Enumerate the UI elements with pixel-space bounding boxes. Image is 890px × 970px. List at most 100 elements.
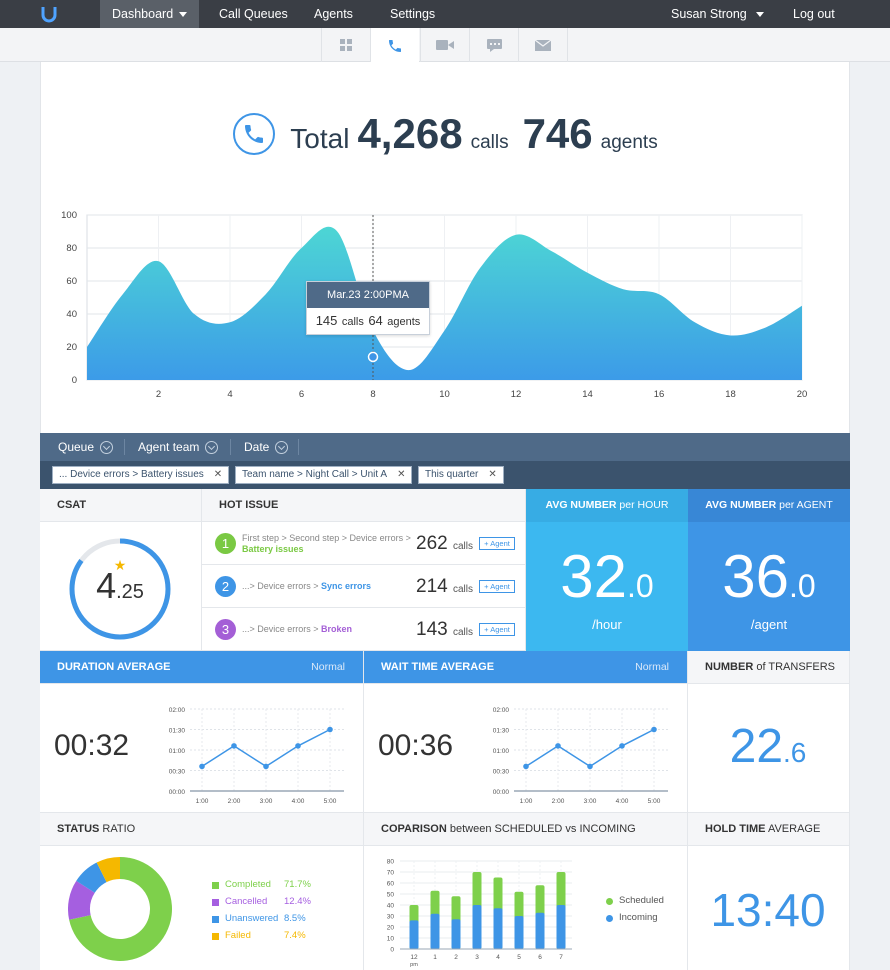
y-tick-label: 10	[387, 936, 395, 943]
status-donut-chart	[68, 857, 172, 961]
duration-status: Normal	[311, 661, 345, 673]
filter-tag[interactable]: This quarter ✕	[418, 466, 504, 484]
filter-agent-team[interactable]: Agent team	[138, 440, 219, 455]
y-tick-label: 70	[387, 870, 395, 877]
y-tick-label: 01:00	[169, 748, 186, 755]
data-point	[523, 763, 529, 770]
calls-area-series	[87, 226, 802, 380]
csat-value: 4.25	[96, 565, 144, 606]
avg-per-hour-unit: /hour	[592, 617, 622, 632]
mail-icon	[535, 39, 551, 51]
line-series	[525, 728, 655, 768]
rank-badge: 2	[215, 576, 236, 597]
hot-issue-row: 3 ...> Device errors > Broken 143 calls + A…	[202, 608, 525, 651]
tab-phone[interactable]	[370, 28, 419, 63]
csat-gauge	[69, 538, 171, 640]
y-tick-label: 30	[387, 914, 395, 921]
total-agents-unit: agents	[600, 132, 658, 153]
chevron-down-icon	[755, 12, 764, 18]
x-tick-label: 3	[475, 954, 479, 961]
data-point	[295, 743, 301, 749]
nav-call-queues[interactable]: Call Queues	[219, 7, 288, 21]
close-icon[interactable]: ✕	[213, 469, 223, 480]
issue-path: ...> Device errors > Sync errors	[242, 581, 372, 591]
tooltip-calls: 145	[315, 313, 338, 328]
chevron-down-icon	[205, 441, 219, 455]
filter-tag[interactable]: Team name > Night Call > Unit A ✕	[235, 466, 413, 484]
transfers-card: NUMBER of TRANSFERS 22.6	[688, 651, 850, 813]
y-tick-label: 40	[66, 309, 77, 320]
add-agent-button[interactable]: + Agent	[479, 580, 515, 593]
filter-agent-team-label: Agent team	[138, 440, 200, 454]
data-point	[263, 763, 269, 770]
user-name: Susan Strong	[671, 7, 747, 21]
total-calls-unit: calls	[470, 132, 509, 153]
nav-dashboard[interactable]: Dashboard	[100, 0, 200, 28]
user-menu[interactable]: Susan Strong	[659, 0, 776, 28]
y-tick-label: 01:30	[493, 728, 510, 735]
donut-slice-unanswered	[76, 862, 107, 893]
y-tick-label: 60	[387, 881, 395, 888]
line-series	[201, 728, 331, 768]
data-point	[587, 763, 593, 770]
hot-issue-card: HOT ISSUE 1 First step > Second step > De…	[202, 489, 526, 651]
add-agent-button[interactable]: + Agent	[479, 537, 515, 550]
total-summary: Total 4,268 calls 746 agents	[0, 110, 890, 158]
issue-count: 143 calls	[416, 619, 473, 640]
x-tick-label: 20	[797, 389, 808, 400]
data-point	[651, 726, 657, 733]
nav-agents[interactable]: Agents	[314, 7, 353, 21]
x-tick-sublabel: pm	[410, 962, 418, 968]
logout-link[interactable]: Log out	[793, 7, 835, 21]
total-agents: 746	[522, 110, 593, 157]
tab-chat[interactable]	[469, 28, 518, 62]
duration-average-title: DURATION AVERAGE Normal	[40, 651, 363, 684]
chevron-down-icon	[179, 12, 188, 18]
filter-tag[interactable]: ... Device errors > Battery issues ✕	[52, 466, 230, 484]
add-agent-button[interactable]: + Agent	[479, 623, 515, 636]
bar-incoming	[472, 905, 482, 949]
y-tick-label: 02:00	[169, 707, 186, 714]
grid-icon	[340, 39, 352, 51]
bar-incoming	[451, 919, 461, 949]
rank-badge: 3	[215, 619, 236, 640]
legend-failed: Failed 7.4%	[212, 930, 332, 947]
y-tick-label: 20	[66, 342, 77, 353]
comparison-title: COPARISON between SCHEDULED vs INCOMING	[364, 813, 687, 846]
logo-icon[interactable]	[40, 5, 58, 23]
csat-title: CSAT	[40, 489, 201, 522]
tab-mail[interactable]	[518, 28, 568, 62]
x-tick-label: 12	[511, 389, 522, 400]
x-tick-label: 6	[299, 389, 304, 400]
avg-per-agent-title: AVG NUMBER per AGENT	[688, 489, 850, 522]
hover-point[interactable]	[367, 351, 379, 363]
bar-incoming	[514, 916, 524, 949]
video-icon	[436, 40, 454, 50]
avg-per-agent-unit: /agent	[750, 617, 788, 632]
filter-date[interactable]: Date	[244, 440, 289, 455]
data-point	[327, 726, 333, 733]
filter-queue[interactable]: Queue	[58, 440, 114, 455]
tab-grid[interactable]	[321, 28, 370, 62]
star-icon: ★	[113, 557, 127, 573]
nav-settings[interactable]: Settings	[390, 7, 436, 21]
y-tick-label: 60	[66, 276, 77, 287]
issue-count: 214 calls	[416, 576, 473, 597]
x-tick-label: 1:00	[520, 798, 533, 805]
bar-incoming	[493, 908, 503, 949]
close-icon[interactable]: ✕	[397, 469, 406, 480]
x-tick-label: 1	[433, 954, 437, 961]
y-tick-label: 02:00	[493, 707, 510, 714]
close-icon[interactable]: ✕	[488, 469, 497, 480]
transfers-value: 22.6	[729, 720, 807, 773]
y-tick-label: 80	[387, 859, 395, 866]
x-tick-label: 4:00	[616, 798, 629, 805]
x-tick-label: 6	[538, 954, 542, 961]
tab-video[interactable]	[420, 28, 469, 62]
hold-time-card: HOLD TIME AVERAGE 13:40	[688, 813, 850, 970]
wait-value: 00:36	[378, 729, 454, 762]
x-tick-label: 14	[582, 389, 593, 400]
legend-unanswered: Unanswered 8.5%	[212, 913, 332, 930]
duration-value: 00:32	[54, 729, 130, 762]
gauge-arc	[69, 538, 171, 640]
